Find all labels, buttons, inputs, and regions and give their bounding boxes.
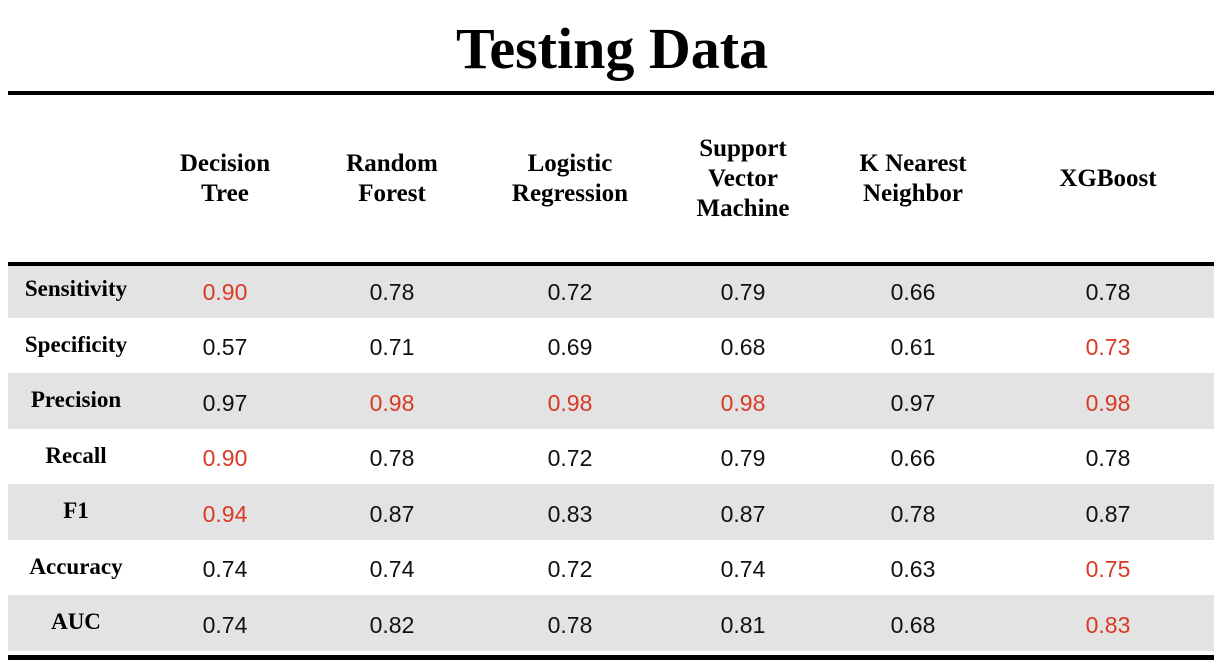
- bottom-rule: [8, 655, 1214, 660]
- metric-value: 0.79: [720, 278, 766, 305]
- metric-value: 0.87: [369, 500, 415, 527]
- row-label: Sensitivity: [24, 276, 128, 301]
- metric-value: 0.72: [547, 556, 593, 583]
- table-body: Sensitivity 0.90 0.78 0.72 0.79 0.66 0.78 Speci…: [8, 262, 1214, 651]
- table-row: Accuracy 0.74 0.74 0.72 0.74 0.63 0.75: [8, 540, 1214, 596]
- column-header-label: Support Vector Machine: [696, 134, 790, 222]
- column-header: Decision Tree: [144, 95, 306, 262]
- table-row: F1 0.94 0.87 0.83 0.87 0.78 0.87: [8, 484, 1214, 540]
- column-header-label: K Nearest Neighbor: [859, 149, 967, 207]
- column-header: XGBoost: [1002, 95, 1214, 262]
- table-row: Recall 0.90 0.78 0.72 0.79 0.66 0.78: [8, 429, 1214, 485]
- metric-value: 0.72: [547, 445, 593, 472]
- column-header: Support Vector Machine: [662, 95, 824, 262]
- metric-value: 0.74: [720, 556, 766, 583]
- metric-value: 0.90: [202, 278, 248, 305]
- metric-value: 0.78: [890, 500, 936, 527]
- metric-value: 0.78: [369, 278, 415, 305]
- metric-value: 0.78: [547, 611, 593, 638]
- column-header: Logistic Regression: [478, 95, 662, 262]
- column-header-label: XGBoost: [1059, 164, 1157, 192]
- header-row: Decision Tree Random Forest Logistic Reg…: [8, 95, 1214, 262]
- metric-value: 0.66: [890, 278, 936, 305]
- metric-value: 0.78: [1085, 445, 1131, 472]
- row-label: Specificity: [24, 331, 128, 357]
- column-header-label: Random Forest: [346, 149, 438, 207]
- metric-value: 0.66: [890, 445, 936, 472]
- metric-value: 0.98: [720, 389, 766, 416]
- row-label: Accuracy: [29, 553, 123, 579]
- metric-value: 0.74: [202, 556, 248, 583]
- table-row: AUC 0.74 0.82 0.78 0.81 0.68 0.83: [8, 595, 1214, 651]
- metric-value: 0.78: [1085, 278, 1131, 305]
- metric-value: 0.98: [547, 389, 593, 416]
- metric-value: 0.98: [1085, 389, 1131, 416]
- metric-value: 0.94: [202, 500, 248, 527]
- metric-value: 0.83: [1085, 611, 1131, 638]
- column-header: Random Forest: [306, 95, 478, 262]
- metric-value: 0.71: [369, 334, 415, 361]
- metric-value: 0.68: [720, 334, 766, 361]
- metric-value: 0.90: [202, 445, 248, 472]
- metric-value: 0.74: [369, 556, 415, 583]
- table-row: Precision 0.97 0.98 0.98 0.98 0.97 0.98: [8, 373, 1214, 429]
- column-header: K Nearest Neighbor: [824, 95, 1002, 262]
- metric-value: 0.98: [369, 389, 415, 416]
- results-table: Decision Tree Random Forest Logistic Reg…: [8, 95, 1214, 651]
- table-row: Specificity 0.57 0.71 0.69 0.68 0.61 0.73: [8, 318, 1214, 374]
- metric-value: 0.73: [1085, 334, 1131, 361]
- metric-value: 0.87: [1085, 500, 1131, 527]
- metric-value: 0.68: [890, 611, 936, 638]
- metric-value: 0.82: [369, 611, 415, 638]
- metric-value: 0.75: [1085, 556, 1131, 583]
- metric-value: 0.83: [547, 500, 593, 527]
- metric-value: 0.78: [369, 445, 415, 472]
- metric-value: 0.87: [720, 500, 766, 527]
- metric-value: 0.61: [890, 334, 936, 361]
- corner-cell: [8, 95, 144, 262]
- top-rule: [8, 91, 1214, 95]
- metric-value: 0.97: [890, 389, 936, 416]
- column-header-label: Decision Tree: [179, 149, 271, 207]
- metric-value: 0.57: [202, 334, 248, 361]
- metric-value: 0.63: [890, 556, 936, 583]
- metric-value: 0.69: [547, 334, 593, 361]
- header-rule: [8, 262, 1214, 266]
- table-row: Sensitivity 0.90 0.78 0.72 0.79 0.66 0.78: [8, 262, 1214, 318]
- metric-value: 0.72: [547, 278, 593, 305]
- metric-value: 0.79: [720, 445, 766, 472]
- row-label: F1: [63, 498, 89, 523]
- column-header-label: Logistic Regression: [511, 149, 629, 207]
- metric-value: 0.97: [202, 389, 248, 416]
- row-label: Precision: [30, 387, 122, 412]
- row-label: Recall: [45, 442, 107, 468]
- metric-value: 0.74: [202, 611, 248, 638]
- row-label: AUC: [51, 609, 101, 634]
- table-title: Testing Data: [455, 16, 769, 81]
- metric-value: 0.81: [720, 611, 766, 638]
